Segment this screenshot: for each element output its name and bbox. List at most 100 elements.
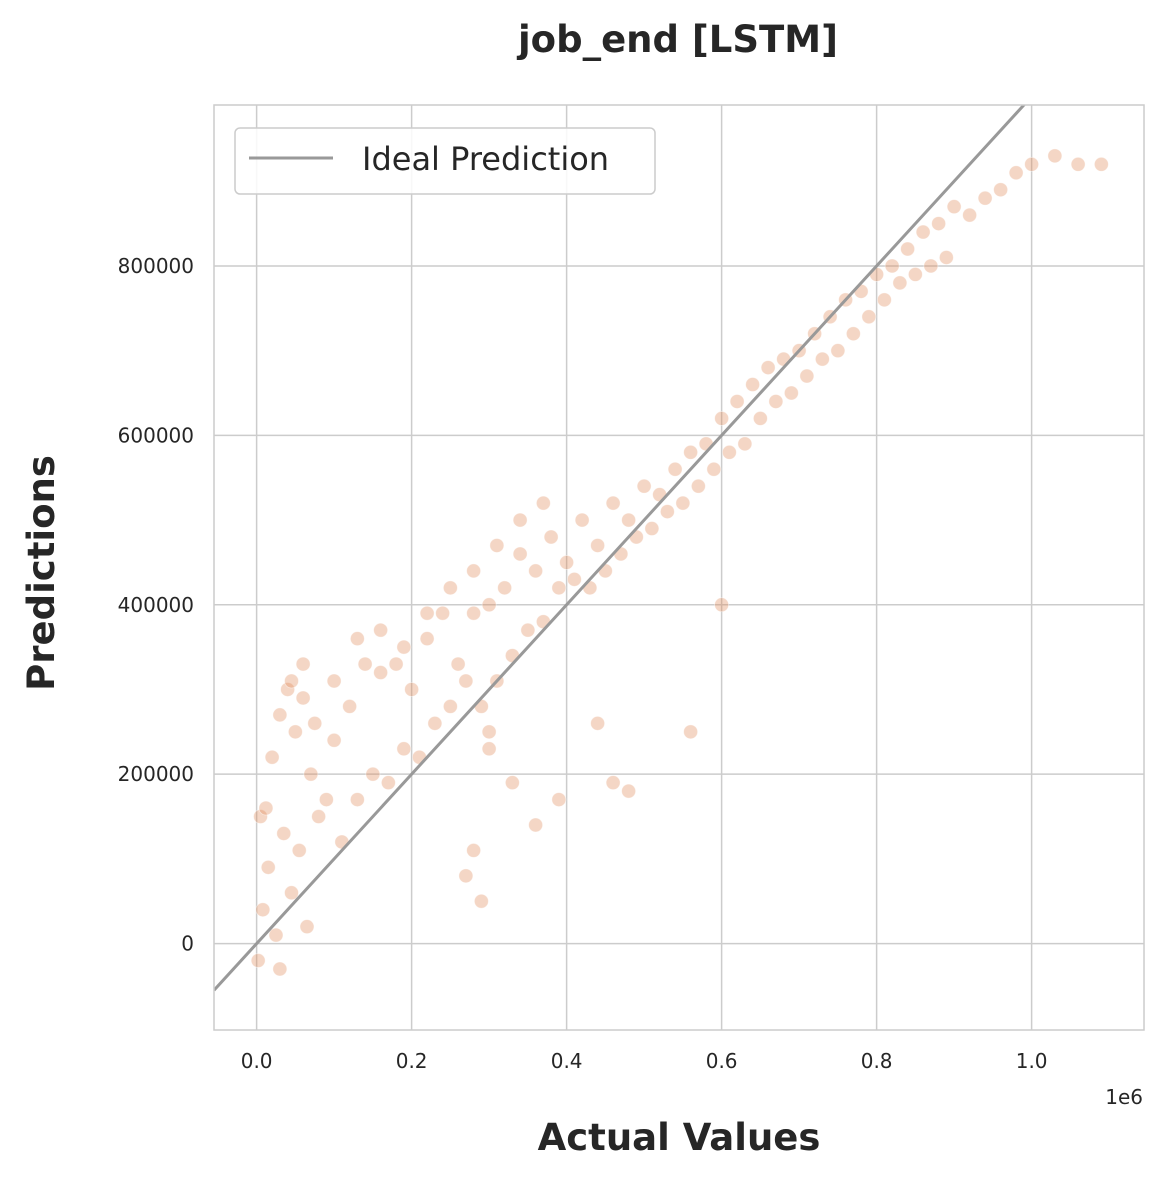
scatter-point: [272, 961, 288, 977]
scatter-point: [1047, 148, 1063, 164]
scatter-point: [396, 639, 412, 655]
scatter-point: [876, 292, 892, 308]
scatter-point: [675, 495, 691, 511]
scatter-point: [520, 622, 536, 638]
scatter-point: [1008, 165, 1024, 181]
scatter-point: [489, 538, 505, 553]
y-tick-label: 0: [181, 932, 194, 956]
scatter-point: [342, 699, 358, 714]
scatter-point: [466, 843, 482, 858]
scatter-point: [357, 656, 373, 672]
scatter-point: [280, 682, 296, 697]
scatter-point: [380, 775, 396, 791]
scatter-point: [590, 538, 606, 553]
scatter-point: [396, 741, 412, 757]
scatter-point: [264, 749, 280, 765]
scatter-point: [258, 800, 274, 816]
scatter-point: [714, 597, 730, 613]
scatter-point: [636, 478, 652, 494]
plot-background: [214, 105, 1144, 1030]
x-tick-label: 0.2: [396, 1049, 428, 1073]
legend-label-ideal-prediction: Ideal Prediction: [362, 140, 609, 178]
scatter-point: [255, 902, 271, 918]
scatter-point: [473, 893, 489, 909]
scatter-point: [295, 690, 311, 706]
x-axis-title: Actual Values: [538, 1116, 821, 1159]
scatter-point: [659, 504, 675, 519]
scatter-point: [768, 394, 784, 409]
scatter-point: [458, 868, 474, 884]
scatter-point: [760, 360, 776, 375]
scatter-point: [373, 665, 389, 680]
scatter-point: [783, 385, 799, 401]
scatter-point: [349, 792, 365, 807]
scatter-point: [291, 843, 307, 858]
y-tick-label: 200000: [118, 762, 194, 786]
scatter-point: [714, 411, 730, 426]
scatter-point: [528, 563, 544, 579]
scatter-point: [1070, 156, 1086, 172]
scatter-point: [442, 580, 458, 596]
scatter-point: [466, 563, 482, 579]
y-tick-label: 800000: [118, 254, 194, 278]
scatter-point: [706, 461, 722, 477]
scatter-point: [993, 182, 1009, 198]
scatter-point: [373, 622, 389, 638]
scatter-point: [745, 377, 761, 392]
scatter-point: [690, 478, 706, 494]
x-offset-label: 1e6: [1105, 1085, 1143, 1109]
scatter-point: [427, 715, 443, 731]
scatter-point: [830, 343, 846, 359]
scatter-point: [915, 224, 931, 240]
scatter-point: [1093, 156, 1109, 172]
y-tick-label: 600000: [118, 423, 194, 447]
scatter-point: [752, 411, 768, 426]
scatter-point: [721, 444, 737, 460]
scatter-point: [931, 216, 947, 231]
scatter-point: [892, 275, 908, 291]
scatter-point: [667, 461, 683, 477]
scatter-point: [268, 927, 284, 943]
ideal-prediction-line: [214, 105, 1026, 992]
grid-lines: [214, 105, 1144, 1030]
scatter-point: [466, 605, 482, 621]
scatter-point: [365, 766, 381, 782]
x-tick-label: 1.0: [1016, 1049, 1048, 1073]
scatter-point: [512, 512, 528, 528]
scatter-point: [535, 495, 551, 511]
scatter-point: [884, 258, 900, 274]
plot-frame: [213, 104, 1145, 1031]
scatter-point: [605, 495, 621, 511]
x-tick-label: 0.4: [551, 1049, 583, 1073]
scatter-point: [543, 529, 559, 545]
scatter-point: [900, 241, 916, 257]
scatter-point: [845, 326, 861, 342]
scatter-point: [388, 656, 404, 672]
scatter-point: [528, 817, 544, 833]
scatter-point: [566, 571, 582, 587]
scatter-point: [962, 207, 978, 223]
ideal-line-layer: [214, 105, 1026, 992]
scatter-point: [683, 444, 699, 460]
scatter-point: [946, 199, 962, 215]
scatter-point: [977, 190, 993, 206]
scatter-point: [497, 580, 513, 596]
scatter-point: [481, 741, 497, 757]
scatter-point: [621, 783, 637, 799]
scatter-point: [349, 631, 365, 647]
scatter-point: [419, 605, 435, 621]
x-tick-labels: 0.0 0.2 0.4 0.6 0.8 1.0: [241, 1049, 1048, 1073]
scatter-point: [299, 919, 315, 935]
scatter-point: [551, 792, 567, 807]
x-tick-label: 0.0: [241, 1049, 273, 1073]
scatter-point: [284, 673, 299, 689]
scatter-point: [907, 267, 923, 282]
scatter-point: [311, 809, 327, 824]
legend: Ideal Prediction: [234, 127, 656, 195]
x-tick-label: 0.8: [861, 1049, 893, 1073]
scatter-point: [450, 656, 466, 672]
scatter-point: [551, 580, 567, 596]
scatter-point: [799, 368, 815, 384]
scatter-point: [605, 775, 621, 791]
